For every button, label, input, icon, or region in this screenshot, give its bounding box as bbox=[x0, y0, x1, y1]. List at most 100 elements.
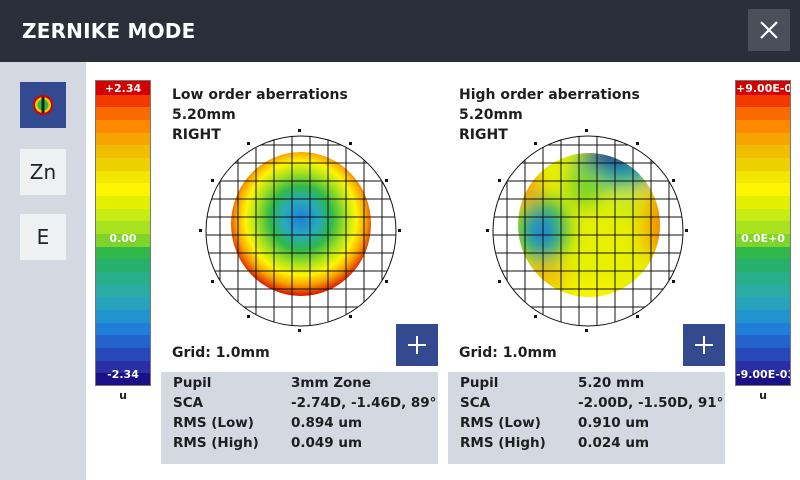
low-order-size: 5.20mm bbox=[172, 107, 236, 123]
left-color-scale: +2.34 0.00 -2.34 bbox=[95, 80, 151, 386]
info-key: RMS (High) bbox=[173, 435, 259, 451]
scale-band bbox=[96, 81, 150, 95]
table-row: Pupil 3mm Zone bbox=[173, 375, 438, 395]
scale-band bbox=[736, 207, 790, 222]
info-key: Pupil bbox=[460, 375, 499, 391]
scale-band bbox=[96, 182, 150, 196]
low-order-map bbox=[199, 129, 401, 332]
high-order-expand-button[interactable] bbox=[683, 324, 725, 366]
scale-band bbox=[736, 93, 790, 108]
info-key: RMS (Low) bbox=[173, 415, 254, 431]
scale-band bbox=[736, 359, 790, 374]
scale-band bbox=[736, 334, 790, 348]
scale-band bbox=[736, 245, 790, 260]
table-row: RMS (High) 0.049 um bbox=[173, 435, 438, 455]
color-map-icon bbox=[33, 95, 53, 115]
info-value: -2.00D, -1.50D, 91° bbox=[578, 395, 724, 411]
info-value: 0.024 um bbox=[578, 435, 650, 451]
left-scale-min: -2.34 bbox=[107, 368, 139, 381]
scale-band bbox=[96, 144, 150, 158]
scale-band bbox=[96, 347, 150, 361]
scale-band bbox=[96, 93, 150, 108]
scale-band bbox=[736, 321, 790, 336]
close-icon bbox=[760, 21, 778, 39]
right-color-scale: +9.00E-03 0.0E+0 -9.00E-03 bbox=[735, 80, 791, 386]
right-scale-min: -9.00E-03 bbox=[736, 368, 791, 381]
scale-band bbox=[736, 169, 790, 184]
low-order-expand-button[interactable] bbox=[396, 324, 438, 366]
scale-band bbox=[96, 131, 150, 146]
scale-band bbox=[96, 309, 150, 323]
scale-band bbox=[96, 258, 150, 272]
sidebar-item-color-map[interactable] bbox=[20, 82, 66, 128]
scale-band bbox=[96, 233, 150, 247]
table-row: SCA -2.74D, -1.46D, 89° bbox=[173, 395, 438, 415]
scale-band bbox=[736, 271, 790, 285]
scale-band bbox=[736, 309, 790, 323]
scale-band bbox=[736, 296, 790, 310]
scale-band bbox=[736, 81, 790, 95]
info-value: 0.910 um bbox=[578, 415, 650, 431]
scale-band bbox=[736, 233, 790, 247]
scale-band bbox=[96, 119, 150, 133]
low-order-surface bbox=[231, 152, 371, 296]
low-order-eye: RIGHT bbox=[172, 127, 221, 143]
low-order-info-table: Pupil 3mm Zone SCA -2.74D, -1.46D, 89° RMS… bbox=[161, 372, 438, 464]
page-title: ZERNIKE MODE bbox=[22, 19, 196, 43]
header-bar: ZERNIKE MODE bbox=[0, 0, 800, 62]
scale-band bbox=[736, 182, 790, 196]
high-order-title: High order aberrations bbox=[459, 87, 640, 103]
info-key: SCA bbox=[173, 395, 204, 411]
table-row: RMS (Low) 0.894 um bbox=[173, 415, 438, 435]
high-order-grid-label: Grid: 1.0mm bbox=[459, 345, 557, 361]
low-order-grid-label: Grid: 1.0mm bbox=[172, 345, 270, 361]
table-row: Pupil 5.20 mm bbox=[460, 375, 725, 395]
low-order-title-block: Low order aberrations 5.20mm RIGHT bbox=[172, 85, 348, 145]
high-order-info-table: Pupil 5.20 mm SCA -2.00D, -1.50D, 91° RMS … bbox=[448, 372, 725, 464]
sidebar-item-e[interactable]: E bbox=[20, 214, 66, 260]
high-order-eye: RIGHT bbox=[459, 127, 508, 143]
info-key: SCA bbox=[460, 395, 491, 411]
scale-band bbox=[96, 169, 150, 184]
scale-band bbox=[736, 195, 790, 209]
scale-band bbox=[96, 220, 150, 234]
low-order-ticks bbox=[199, 129, 401, 332]
scale-band bbox=[96, 334, 150, 348]
left-scale-max: +2.34 bbox=[104, 82, 142, 95]
scale-band bbox=[736, 258, 790, 272]
high-order-size: 5.20mm bbox=[459, 107, 523, 123]
high-order-ticks bbox=[486, 129, 688, 332]
scale-band bbox=[736, 220, 790, 234]
table-row: SCA -2.00D, -1.50D, 91° bbox=[460, 395, 725, 415]
info-value: -2.74D, -1.46D, 89° bbox=[291, 395, 437, 411]
sidebar: Zn E bbox=[0, 62, 86, 480]
plus-icon bbox=[408, 336, 426, 354]
info-value: 3mm Zone bbox=[291, 375, 372, 391]
info-value: 5.20 mm bbox=[578, 375, 645, 391]
info-key: Pupil bbox=[173, 375, 212, 391]
info-value: 0.894 um bbox=[291, 415, 363, 431]
info-key: RMS (Low) bbox=[460, 415, 541, 431]
scale-band bbox=[736, 131, 790, 146]
high-order-map bbox=[486, 129, 688, 332]
right-scale-mid: 0.0E+0 bbox=[741, 232, 785, 245]
sidebar-item-zn[interactable]: Zn bbox=[20, 149, 66, 195]
info-key: RMS (High) bbox=[460, 435, 546, 451]
scale-band bbox=[736, 144, 790, 158]
scale-band bbox=[96, 321, 150, 336]
scale-band bbox=[96, 296, 150, 310]
scale-band bbox=[736, 157, 790, 171]
plus-icon bbox=[695, 336, 713, 354]
scale-band bbox=[736, 347, 790, 361]
info-value: 0.049 um bbox=[291, 435, 363, 451]
scale-band bbox=[736, 119, 790, 133]
scale-band bbox=[96, 106, 150, 120]
scale-band bbox=[96, 207, 150, 222]
scale-band bbox=[736, 283, 790, 298]
scale-band bbox=[96, 283, 150, 298]
scale-band bbox=[736, 106, 790, 120]
left-scale-unit: u bbox=[119, 389, 127, 402]
close-button[interactable] bbox=[748, 9, 790, 51]
low-order-title: Low order aberrations bbox=[172, 87, 348, 103]
table-row: RMS (High) 0.024 um bbox=[460, 435, 725, 455]
